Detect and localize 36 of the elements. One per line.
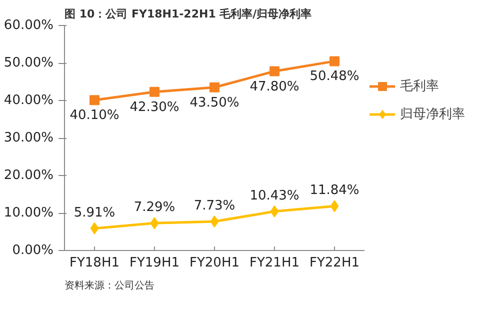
point: [270, 66, 280, 76]
y-tick-label: 40.00%: [4, 93, 54, 108]
x-tick-label: FY19H1: [129, 256, 180, 270]
data-label: 47.80%: [250, 79, 300, 94]
data-label: 10.43%: [250, 188, 300, 204]
y-tick-label: 30.00%: [4, 130, 54, 146]
point: [150, 86, 160, 97]
data-label: 5.91%: [74, 205, 116, 220]
data-label: 42.30%: [130, 100, 180, 115]
point: [90, 222, 99, 234]
point: [210, 82, 220, 92]
y-tick-label: 10.00%: [4, 206, 54, 220]
data-label: 50.48%: [310, 69, 360, 84]
x-tick-label: FY22H1: [309, 256, 360, 270]
legend-label: 毛利率: [400, 78, 439, 95]
data-label: 7.73%: [194, 198, 236, 214]
x-tick-label: FY21H1: [249, 256, 300, 270]
data-label: 43.50%: [190, 95, 240, 110]
point: [270, 205, 279, 218]
data-label: 11.84%: [310, 183, 360, 198]
x-tick-label: FY20H1: [189, 256, 240, 270]
y-tick-label: 20.00%: [4, 168, 54, 183]
data-label: 7.29%: [134, 200, 176, 216]
point: [90, 95, 100, 106]
x-tick-label: FY18H1: [69, 256, 120, 270]
legend-label: 归母净利率: [400, 106, 465, 123]
text: 资料来源：公司公告: [64, 280, 154, 292]
chart-title: 图 10：公司 FY18H1-22H1 毛利率/归母净利率: [64, 8, 312, 20]
y-tick-label: 50.00%: [4, 56, 54, 70]
point: [330, 56, 340, 66]
point: [330, 200, 339, 212]
y-tick-label: 0.00%: [12, 243, 54, 258]
data-label: 40.10%: [70, 108, 120, 124]
point: [210, 216, 219, 228]
point: [150, 217, 159, 230]
y-tick-label: 60.00%: [4, 18, 54, 33]
